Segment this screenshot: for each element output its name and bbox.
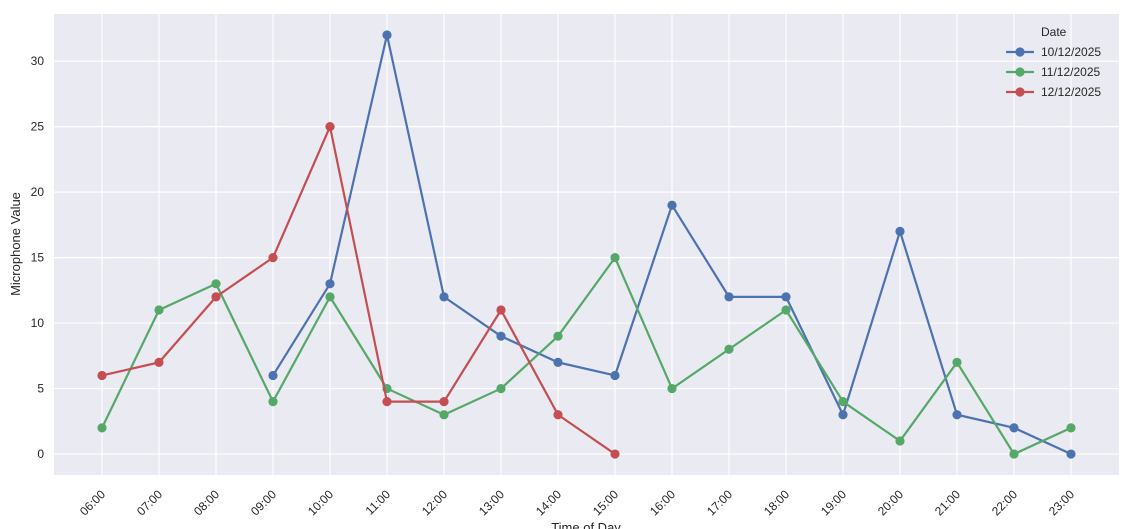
legend-label: 12/12/2025 (1041, 85, 1101, 99)
legend-marker (1015, 67, 1025, 77)
x-tick-label: 09:00 (248, 487, 279, 518)
x-tick-label: 13:00 (476, 487, 507, 518)
y-tick-label: 5 (37, 382, 44, 396)
data-point (97, 423, 107, 433)
data-point (895, 436, 905, 446)
data-point (781, 305, 791, 315)
series-line (101, 125, 616, 455)
x-tick-label: 21:00 (932, 487, 963, 518)
data-point (895, 226, 905, 237)
data-point (667, 200, 677, 210)
series-3 (97, 122, 620, 459)
data-point (724, 344, 734, 354)
y-tick-label: 30 (31, 54, 45, 68)
legend-item: 12/12/2025 (1006, 85, 1101, 99)
legend-title: Date (1041, 25, 1067, 39)
data-point (268, 370, 278, 381)
x-tick-label: 18:00 (761, 487, 792, 518)
data-point (667, 383, 677, 394)
x-tick-label: 06:00 (77, 487, 108, 518)
x-tick-label: 20:00 (875, 487, 906, 518)
x-tick-label: 11:00 (363, 487, 394, 518)
data-point (952, 410, 962, 420)
x-tick-label: 17:00 (704, 487, 735, 518)
data-point (496, 305, 506, 315)
x-axis-ticks: 06:00 07:00 08:00 09:00 10:00 11:00 12:00 13:00… (77, 487, 1077, 518)
legend-label: 10/12/2025 (1041, 45, 1101, 59)
x-tick-label: 07:00 (134, 487, 165, 518)
data-point (610, 449, 620, 459)
data-point (154, 305, 164, 315)
data-point (382, 397, 392, 407)
data-point (325, 122, 335, 132)
data-point (154, 357, 164, 367)
x-tick-label: 12:00 (419, 487, 450, 518)
legend-label: 11/12/2025 (1041, 65, 1100, 79)
x-tick-label: 16:00 (647, 487, 678, 518)
data-point (211, 292, 221, 302)
data-point (838, 410, 848, 420)
data-point (268, 397, 278, 407)
plot-background (54, 14, 1119, 475)
data-point (553, 357, 563, 367)
legend-item: 11/12/2025 (1006, 65, 1100, 79)
data-point (325, 292, 335, 302)
x-tick-label: 22:00 (989, 487, 1020, 518)
x-tick-label: 23:00 (1046, 487, 1077, 518)
data-point (439, 292, 449, 302)
data-point (610, 252, 620, 263)
data-point (553, 410, 563, 420)
data-point (439, 397, 449, 407)
data-point (952, 357, 962, 367)
data-point (268, 252, 278, 263)
data-point (325, 279, 335, 289)
legend-marker (1015, 87, 1025, 97)
legend: Date 10/12/2025 11/12/2025 12/12/2025 (1006, 25, 1101, 99)
y-tick-label: 10 (31, 316, 45, 330)
data-point (1009, 449, 1019, 459)
data-point (781, 292, 791, 302)
x-axis-title: Time of Day (551, 520, 621, 529)
data-point (724, 292, 734, 302)
series-line (101, 256, 1072, 456)
series-2 (97, 252, 1076, 459)
data-point (211, 279, 221, 289)
y-tick-label: 20 (31, 185, 45, 199)
x-tick-label: 19:00 (818, 487, 849, 518)
y-tick-label: 15 (31, 251, 45, 265)
x-tick-label: 14:00 (533, 487, 564, 518)
y-axis-ticks: 0 5 10 15 20 25 30 (31, 54, 45, 461)
data-point (496, 331, 506, 341)
legend-marker (1015, 47, 1025, 57)
x-tick-label: 08:00 (191, 487, 222, 518)
legend-item: 10/12/2025 (1006, 45, 1101, 59)
data-point (1009, 423, 1019, 433)
series-1 (268, 30, 1076, 459)
data-point (97, 370, 107, 381)
data-point (553, 331, 563, 341)
data-point (382, 30, 392, 40)
y-tick-label: 25 (31, 120, 45, 134)
data-point (838, 397, 848, 407)
data-point (610, 370, 620, 381)
data-point (1066, 423, 1076, 433)
data-point (1066, 449, 1076, 459)
data-point (496, 383, 506, 394)
x-tick-label: 10:00 (305, 487, 336, 518)
series-layer (97, 30, 1076, 459)
data-point (439, 410, 449, 420)
y-tick-label: 0 (37, 447, 44, 461)
y-axis-title: Microphone Value (8, 192, 23, 296)
x-tick-label: 15:00 (590, 487, 621, 518)
